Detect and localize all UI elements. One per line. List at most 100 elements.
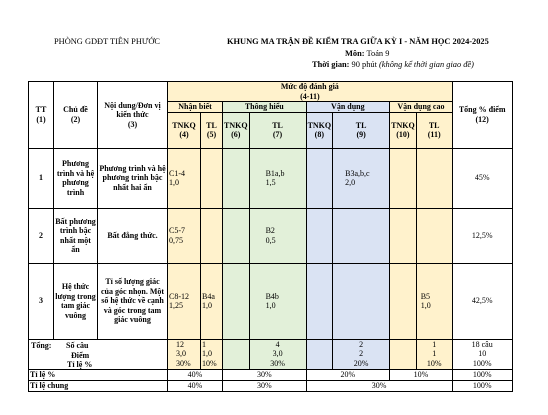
- row-3-c4-code: C8-12: [169, 291, 189, 301]
- ratio-general-understand: 30%: [222, 379, 307, 392]
- sub-tnkq-10-label: TNKQ: [391, 120, 415, 130]
- sub-tnkq-10: TNKQ (10): [389, 111, 417, 149]
- row-3-c10: [389, 262, 417, 340]
- row-2-tt: 2: [28, 207, 54, 264]
- header-topic: Chủ đề (2): [53, 81, 98, 149]
- time-line: Thời gian: 90 phút (không kể thời gian g…: [312, 60, 474, 70]
- row-2-c4-score: 0,75: [169, 235, 183, 245]
- row-2-c4-code: C5-7: [169, 226, 185, 235]
- row-2-topic: Bất phương trình bậc nhất một ẩn: [53, 207, 98, 264]
- row-2-c7-code: B2: [265, 226, 275, 235]
- total-c11-ratio: 10%: [426, 358, 442, 368]
- total-c5: 1 1,0 10%: [200, 338, 223, 370]
- total-row: Tổng: Số câu Điểm Tỉ lệ % 1 2 3,0 30% 1 1…: [28, 338, 513, 370]
- ratio-total: 100%: [451, 368, 513, 381]
- row-3-c6: [222, 262, 250, 340]
- row-2-c7: B2 0,5: [248, 207, 307, 264]
- time-label: Thời gian:: [312, 60, 350, 69]
- sub-number-5: (5): [206, 130, 217, 139]
- ratio-general-row: Tỉ lệ chung 40% 30% 30% 100%: [28, 379, 513, 392]
- sub-number-6: (6): [231, 130, 241, 139]
- total-c12-score: 10: [478, 349, 487, 358]
- row-3-c11: B5 1,0: [415, 262, 453, 340]
- row-1-c5: [200, 147, 223, 209]
- row-3-c7: B4b 1,0: [248, 262, 307, 340]
- row-1-content: Phương trình và hệ phương trình bậc nhất…: [97, 147, 168, 209]
- row-3-c7-score: 1,0: [265, 301, 276, 310]
- row-1-c10: [389, 147, 417, 209]
- row-2-c5: [200, 207, 223, 264]
- header-topic-label: Chủ đề: [63, 105, 88, 115]
- sub-tl-5: TL (5): [200, 111, 223, 149]
- row-1-topic: Phương trình và hệ phương trình: [53, 147, 98, 209]
- row-1-c7-score: 1,5: [265, 178, 276, 187]
- row-2-c8: [305, 207, 334, 264]
- level-recognize: Nhận biết: [167, 101, 223, 113]
- row-3-c8: [305, 262, 334, 340]
- total-sub-ratio: Tỉ lệ %: [67, 359, 93, 369]
- total-c4-score: 3,0: [176, 349, 186, 358]
- row-1-c4-score: 1,0: [169, 178, 179, 187]
- ratio-row: Tỉ lệ % 40% 30% 20% 10% 100%: [28, 368, 513, 381]
- ratio-understand: 30%: [222, 368, 307, 381]
- sub-number-7: (7): [272, 130, 283, 139]
- sub-number-10: (10): [396, 130, 410, 139]
- total-c5-score: 1,0: [202, 349, 212, 358]
- row-1-c9-score: 2,0: [345, 178, 356, 187]
- row-3-c5: B4a 1,0: [200, 262, 223, 340]
- sub-tl-7: TL (7): [248, 111, 307, 149]
- total-c5-count: 1: [202, 339, 206, 349]
- total-c9-ratio: 20%: [353, 358, 369, 368]
- sub-tl-9: TL (9): [332, 111, 391, 149]
- row-1-c9-code: B3a,b,c: [345, 168, 370, 178]
- ratio-general-apply: 30%: [305, 379, 453, 392]
- row-2-c10: [389, 207, 417, 264]
- total-c4-ratio: 30%: [176, 358, 191, 368]
- table-row: 1 Phương trình và hệ phương trình Phương…: [28, 147, 513, 209]
- total-c7-count: 4: [275, 339, 280, 349]
- total-c9-count: 2: [359, 339, 364, 349]
- table-row: 3 Hệ thức lượng trong tam giác vuông Tỉ …: [28, 262, 513, 340]
- row-3-tt: 3: [28, 262, 54, 340]
- sub-tl-11: TL (11): [415, 111, 453, 149]
- document-title: KHUNG MA TRẬN ĐỀ KIỂM TRA GIỮA KỲ I - NĂ…: [227, 37, 489, 46]
- sub-number-8: (8): [314, 130, 324, 139]
- subject-value: Toán 9: [366, 49, 390, 58]
- header-total-number: (12): [475, 114, 489, 124]
- header-topic-number: (2): [70, 114, 81, 124]
- sub-tl-7-label: TL: [272, 120, 283, 130]
- total-c7-score: 3,0: [272, 349, 283, 358]
- ratio-general-label: Tỉ lệ chung: [28, 379, 168, 392]
- sub-tl-11-label: TL: [428, 120, 440, 130]
- total-sub-score: Điểm: [71, 350, 90, 360]
- row-1-c6: [222, 147, 250, 209]
- sub-tnkq-8-label: TNKQ: [307, 120, 332, 130]
- header-level-number: (4-11): [300, 91, 320, 101]
- level-understand: Thông hiểu: [222, 101, 307, 113]
- total-sub-count: Số câu: [66, 340, 89, 350]
- header-content: Nội dung/Đơn vị kiến thức (3): [97, 81, 168, 149]
- row-3-c5-score: 1,0: [202, 301, 212, 310]
- total-label: Tổng:: [31, 340, 52, 350]
- total-c10: [389, 338, 417, 370]
- row-1-c4: C1-4 1,0: [167, 147, 201, 209]
- row-1-tt: 1: [28, 147, 54, 209]
- sub-number-9: (9): [356, 130, 366, 139]
- header-total-label: Tổng % điểm: [458, 105, 506, 115]
- total-c12-count: 18 câu: [471, 339, 493, 349]
- sub-tnkq-6: TNKQ (6): [222, 111, 250, 149]
- total-c11-count: 1: [432, 339, 437, 349]
- row-3-topic: Hệ thức lượng trong tam giác vuông: [53, 262, 98, 340]
- row-1-c4-code: C1-4: [169, 168, 185, 178]
- total-c11-score: 1: [432, 349, 437, 358]
- header-total: Tổng % điểm (12): [451, 81, 513, 149]
- row-3-c5-code: B4a: [202, 291, 215, 301]
- row-3-content: Tỉ số lượng giác của góc nhọn. Một số hệ…: [97, 262, 168, 340]
- department-name: PHÒNG GDĐT TIÊN PHƯỚC: [54, 37, 160, 46]
- total-c9: 2 2 20%: [332, 338, 391, 370]
- header-tt-label: TT: [35, 105, 47, 115]
- ratio-apply-high: 10%: [389, 368, 453, 381]
- time-value: 90 phút: [351, 60, 377, 69]
- header-content-number: (3): [127, 119, 138, 129]
- row-1-c11: [415, 147, 453, 209]
